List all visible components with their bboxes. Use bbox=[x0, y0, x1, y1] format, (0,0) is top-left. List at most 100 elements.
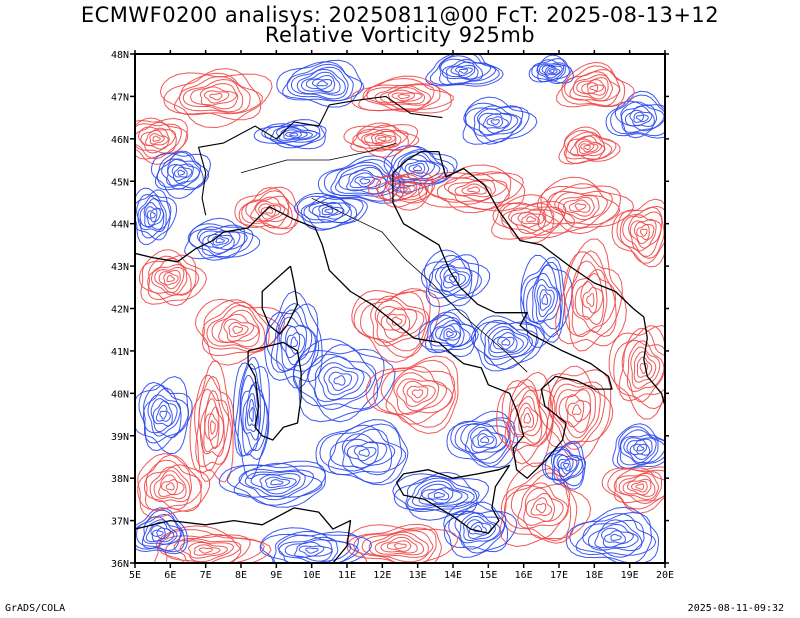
negative-vorticity-contour bbox=[635, 114, 645, 122]
negative-vorticity-contour bbox=[137, 194, 167, 233]
negative-vorticity-contour bbox=[328, 371, 353, 392]
positive-vorticity-contour bbox=[143, 464, 193, 510]
negative-vorticity-contour bbox=[346, 169, 388, 192]
negative-vorticity-contour bbox=[520, 254, 573, 348]
lon-label: 9E bbox=[270, 570, 282, 581]
negative-vorticity-contour bbox=[427, 254, 483, 299]
negative-vorticity-contour bbox=[477, 433, 495, 447]
negative-vorticity-contour bbox=[423, 249, 491, 308]
negative-vorticity-contour bbox=[136, 513, 182, 552]
positive-vorticity-contour bbox=[179, 540, 235, 563]
negative-vorticity-contour bbox=[313, 356, 372, 403]
negative-vorticity-contour bbox=[187, 223, 254, 261]
positive-vorticity-contour bbox=[402, 380, 436, 407]
positive-vorticity-contour bbox=[385, 365, 454, 415]
positive-vorticity-contour bbox=[366, 84, 435, 111]
negative-vorticity-contour bbox=[292, 348, 385, 423]
negative-vorticity-contour bbox=[463, 515, 496, 541]
positive-vorticity-contour bbox=[218, 313, 260, 343]
positive-vorticity-contour bbox=[241, 190, 293, 229]
negative-vorticity-contour bbox=[286, 63, 354, 102]
negative-vorticity-contour bbox=[318, 362, 365, 401]
negative-vorticity-contour bbox=[253, 119, 326, 150]
negative-vorticity-contour bbox=[536, 284, 555, 318]
positive-vorticity-contour bbox=[626, 340, 665, 393]
positive-vorticity-contour bbox=[447, 178, 496, 202]
positive-vorticity-contour bbox=[618, 472, 660, 501]
positive-vorticity-contour bbox=[580, 143, 595, 153]
positive-vorticity-contour bbox=[350, 75, 452, 114]
positive-vorticity-contour bbox=[165, 482, 175, 491]
negative-vorticity-contour bbox=[285, 325, 306, 359]
negative-vorticity-contour bbox=[155, 405, 171, 422]
positive-vorticity-contour bbox=[621, 339, 665, 403]
negative-vorticity-contour bbox=[420, 254, 480, 307]
positive-vorticity-contour bbox=[380, 307, 411, 334]
negative-vorticity-contour bbox=[159, 410, 167, 420]
positive-vorticity-contour bbox=[619, 206, 665, 259]
negative-vorticity-contour bbox=[290, 336, 299, 348]
negative-vorticity-contour bbox=[489, 328, 524, 354]
positive-vorticity-contour bbox=[380, 536, 418, 554]
negative-vorticity-contour bbox=[244, 392, 259, 433]
negative-vorticity-contour bbox=[388, 149, 449, 185]
region-borders bbox=[240, 142, 397, 174]
negative-vorticity-contour bbox=[483, 322, 534, 360]
negative-vorticity-contour bbox=[411, 480, 469, 507]
negative-vorticity-contour bbox=[300, 71, 341, 94]
lat-label: 38N bbox=[111, 474, 129, 485]
negative-vorticity-contour bbox=[539, 288, 552, 311]
lon-label: 7E bbox=[200, 570, 212, 581]
coastline-balkans bbox=[438, 151, 665, 407]
positive-vorticity-contour bbox=[386, 540, 412, 552]
negative-vorticity-contour bbox=[135, 507, 188, 555]
negative-vorticity-contour bbox=[207, 233, 233, 249]
coastline-france bbox=[135, 231, 224, 263]
negative-vorticity-contour bbox=[353, 445, 377, 462]
lat-label: 41N bbox=[111, 347, 129, 358]
negative-vorticity-contour bbox=[303, 196, 352, 224]
positive-vorticity-contour bbox=[190, 83, 239, 110]
positive-vorticity-contour bbox=[144, 459, 203, 511]
positive-vorticity-contour bbox=[565, 394, 592, 428]
positive-vorticity-contour bbox=[203, 90, 230, 104]
coastline-corsica bbox=[261, 265, 299, 335]
negative-vorticity-contour bbox=[546, 67, 558, 75]
positive-vorticity-contour bbox=[622, 474, 656, 497]
negative-vorticity-contour bbox=[161, 158, 202, 190]
positive-vorticity-contour bbox=[166, 275, 175, 283]
negative-vorticity-contour bbox=[312, 201, 345, 220]
negative-vorticity-contour bbox=[319, 423, 403, 484]
positive-vorticity-contour bbox=[510, 483, 571, 540]
positive-vorticity-contour bbox=[201, 299, 281, 357]
positive-vorticity-contour bbox=[626, 478, 652, 496]
negative-vorticity-contour bbox=[296, 68, 346, 96]
negative-vorticity-contour bbox=[278, 316, 313, 370]
negative-vorticity-contour bbox=[482, 113, 509, 129]
positive-vorticity-contour bbox=[639, 363, 648, 375]
lon-label: 8E bbox=[235, 570, 247, 581]
region-borders bbox=[311, 197, 528, 373]
positive-vorticity-contour bbox=[546, 190, 613, 229]
positive-vorticity-contour bbox=[589, 84, 599, 92]
negative-vorticity-contour bbox=[358, 448, 370, 457]
negative-vorticity-contour bbox=[218, 460, 326, 508]
negative-vorticity-contour bbox=[441, 58, 484, 81]
positive-vorticity-contour bbox=[245, 195, 290, 229]
positive-vorticity-contour bbox=[381, 176, 428, 201]
positive-vorticity-contour bbox=[370, 132, 397, 145]
positive-vorticity-contour bbox=[601, 466, 665, 514]
positive-vorticity-contour bbox=[140, 127, 170, 150]
negative-vorticity-contour bbox=[534, 278, 559, 323]
positive-vorticity-contour bbox=[525, 492, 556, 522]
positive-vorticity-contour bbox=[523, 413, 532, 424]
positive-vorticity-contour bbox=[611, 198, 665, 268]
negative-vorticity-contour bbox=[444, 271, 460, 286]
positive-vorticity-contour bbox=[351, 289, 441, 363]
positive-vorticity-contour bbox=[393, 543, 407, 550]
negative-vorticity-contour bbox=[135, 189, 171, 241]
negative-vorticity-contour bbox=[612, 423, 665, 470]
negative-vorticity-contour bbox=[349, 172, 382, 189]
positive-vorticity-contour bbox=[542, 183, 621, 226]
